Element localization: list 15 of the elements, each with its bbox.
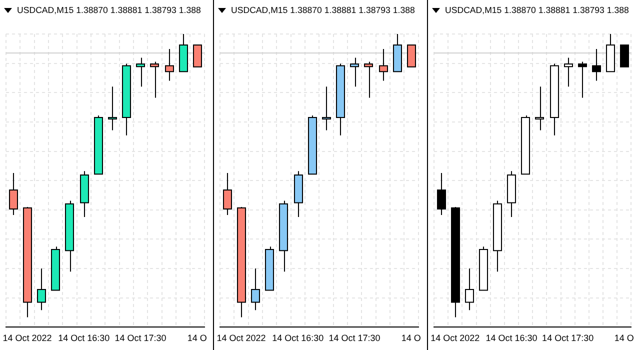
x-tick-label: 14 O — [614, 333, 634, 344]
x-tick-label: 14 Oct 17:30 — [114, 333, 166, 344]
chart-title: USDCAD,M15 1.38870 1.38881 1.38793 1.388 — [231, 5, 415, 15]
x-tick-label: 14 Oct 17:30 — [542, 333, 594, 344]
x-tick-label: 14 Oct 16:30 — [272, 333, 324, 344]
x-tick-label: 14 O — [401, 333, 421, 344]
chart-title: USDCAD,M15 1.38870 1.38881 1.38793 1.388 — [445, 5, 629, 15]
chart-title: USDCAD,M15 1.38870 1.38881 1.38793 1.388 — [17, 5, 201, 15]
x-tick-label: 14 Oct 16:30 — [58, 333, 110, 344]
x-tick-label: 14 Oct 17:30 — [328, 333, 380, 344]
x-tick-label: 14 Oct 16:30 — [486, 333, 538, 344]
x-tick-label: 14 Oct 2022 — [2, 333, 52, 344]
x-tick-label: 14 O — [187, 333, 207, 344]
x-tick-label: 14 Oct 2022 — [216, 333, 266, 344]
x-tick-label: 14 Oct 2022 — [430, 333, 480, 344]
